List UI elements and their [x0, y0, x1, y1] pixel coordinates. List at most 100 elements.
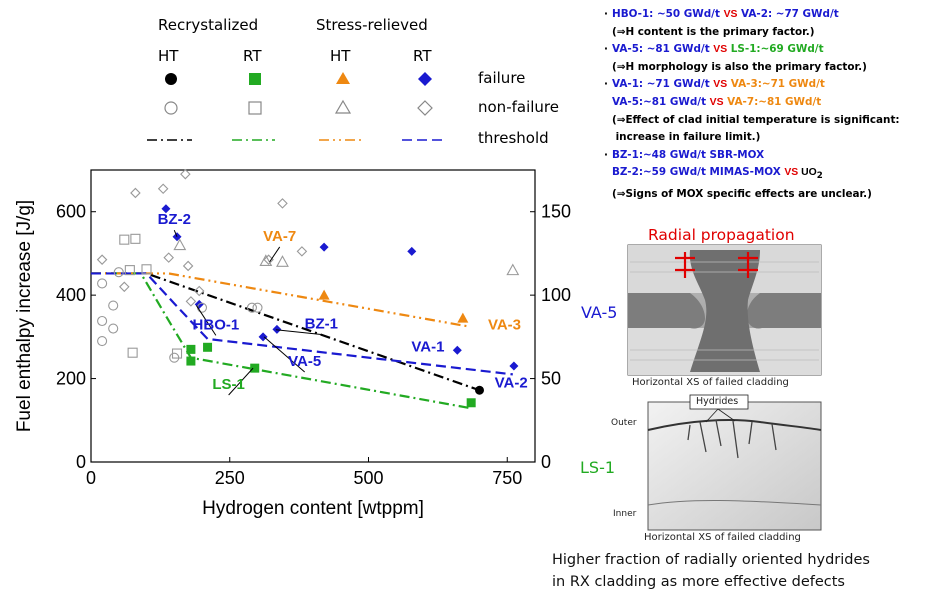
data-point — [96, 254, 108, 265]
note-line: VA-5:~81 GWd/t VS VA-7:~81 GWd/t — [604, 94, 922, 112]
radial-propagation-title: Radial propagation — [648, 226, 795, 244]
note-bullet: · — [604, 148, 608, 161]
comparison-notes: · HBO-1: ~50 GWd/t VS VA-2: ~77 GWd/t (⇒H … — [604, 6, 922, 204]
note-text: (⇒Signs of MOX specific effects are uncl… — [612, 188, 872, 201]
legend-stress-relieved-rt-failure-marker — [418, 72, 432, 86]
note-text: HBO-1: ~50 GWd/t — [612, 8, 724, 20]
threshold-lines — [91, 272, 513, 409]
data-point — [173, 238, 187, 251]
annotation-leader — [228, 367, 254, 396]
y2-tick-label: 100 — [541, 285, 571, 305]
note-line: (⇒H content is the primary factor.) — [604, 24, 922, 42]
annotation-label: BZ-1 — [305, 316, 338, 333]
data-point — [108, 323, 119, 334]
note-line: · BZ-1:~48 GWd/t SBR-MOX — [604, 147, 922, 165]
plot-frame — [90, 169, 536, 463]
note-line: (⇒Signs of MOX specific effects are uncl… — [604, 186, 922, 204]
ls1-photo-caption: Horizontal XS of failed cladding — [644, 532, 801, 543]
legend-recrystalized-rt-failure-marker — [249, 73, 261, 85]
legend-row-non-failure: non-failure — [478, 98, 559, 116]
annotation-leader — [173, 230, 178, 237]
note-text: BZ-1:~48 GWd/t SBR-MOX — [612, 148, 765, 161]
data-point — [127, 347, 138, 358]
radial-propagation-arrow-right — [738, 252, 758, 278]
note-text: VA-5:~81 GWd/t — [612, 95, 710, 108]
note-text: (⇒H morphology is also the primary facto… — [612, 60, 867, 73]
legend-col-ht-1: HT — [158, 47, 179, 65]
x-axis-label: Hydrogen content [wtppm] — [202, 498, 424, 519]
data-point — [180, 168, 191, 180]
note-text: increase in failure limit.) — [612, 131, 761, 144]
y-tick-label: 200 — [56, 369, 86, 389]
annotation-leader — [263, 336, 306, 373]
data-point — [475, 385, 484, 395]
note-bullet: · — [604, 78, 608, 91]
data-point — [97, 278, 108, 289]
point-annotations: BZ-2 VA-7 HBO-1 BZ-1 VA-5 LS-1 VA-3 VA-1 VA-2 — [158, 211, 528, 396]
annotation-leader — [275, 329, 322, 336]
y2-tick-label: 0 — [541, 452, 551, 472]
note-bullet: · — [604, 8, 608, 20]
data-point — [457, 312, 469, 323]
data-point — [506, 263, 520, 276]
data-point — [319, 242, 329, 252]
legend-col-rt-2: RT — [413, 47, 432, 65]
note-text: VA-2: ~77 GWd/t — [737, 8, 839, 20]
y-tick-label: 0 — [76, 452, 86, 472]
note-line: (⇒Effect of clad initial temperature is … — [604, 112, 922, 130]
ls1-photo-label: LS-1 — [580, 458, 616, 477]
note-line: BZ-2:~59 GWd/t MIMAS-MOX VS UO2 — [604, 164, 922, 186]
y2-tick-label: 150 — [541, 202, 571, 222]
legend-col-rt-1: RT — [243, 47, 262, 65]
data-point — [272, 324, 282, 334]
note-text: (⇒Effect of clad initial temperature is … — [612, 113, 900, 126]
data-point — [124, 265, 135, 276]
caption-line-1: Higher fraction of radially oriented hyd… — [552, 552, 870, 568]
annotation-label: VA-3 — [488, 316, 521, 333]
note-text: VA-3:~71 GWd/t — [727, 78, 825, 91]
data-point — [119, 234, 130, 245]
data-point — [157, 183, 169, 195]
note-text: VS — [713, 44, 728, 56]
data-point — [203, 342, 213, 352]
data-point — [97, 315, 108, 327]
legend-recrystalized-ht-non-failure-marker — [164, 101, 178, 115]
x-tick-label: 250 — [215, 468, 245, 488]
annotation-label: VA-5 — [288, 353, 321, 370]
data-point — [108, 300, 119, 311]
va5-photo-caption: Horizontal XS of failed cladding — [632, 377, 789, 388]
threshold-line — [91, 272, 469, 409]
legend-stress-relieved-rt-non-failure-marker — [417, 100, 433, 116]
data-point — [193, 285, 205, 297]
va5-cross-section-photo — [627, 244, 822, 376]
data-point — [161, 204, 171, 214]
data-point — [252, 302, 263, 313]
ls1-inner-label: Inner — [613, 509, 637, 519]
legend-col-ht-2: HT — [330, 47, 351, 65]
plot-area: 0 250 500 750 0 200 400 600 0 50 100 150 BZ-2 VA-7 HB… — [14, 168, 571, 519]
radial-propagation-arrow-left — [675, 252, 695, 278]
note-text: VA-1: ~71 GWd/t — [612, 78, 714, 91]
data-point — [185, 296, 197, 307]
data-point — [186, 356, 196, 366]
note-line: · HBO-1: ~50 GWd/t VS VA-2: ~77 GWd/t — [604, 6, 922, 24]
data-point — [119, 281, 130, 293]
note-text: BZ-2:~59 GWd/t MIMAS-MOX — [612, 166, 785, 179]
note-text: VA-7:~81 GWd/t — [723, 95, 822, 108]
annotation-label: VA-1 — [411, 338, 444, 355]
data-point — [186, 344, 196, 354]
annotation-label: BZ-2 — [158, 211, 191, 228]
bottom-caption: Higher fraction of radially oriented hyd… — [552, 549, 922, 593]
data-point — [318, 289, 330, 300]
data-point — [258, 332, 268, 342]
note-text: UO — [798, 167, 817, 179]
data-point — [296, 246, 308, 257]
data-point — [113, 267, 124, 278]
annotation-label: HBO-1 — [193, 316, 240, 333]
annotation-label: VA-7 — [263, 228, 296, 245]
legend-recrystalized-rt-non-failure-marker — [248, 101, 262, 115]
data-point — [163, 252, 174, 263]
caption-line-2: in RX cladding as more effective defects — [552, 574, 845, 590]
data-point — [250, 363, 260, 373]
